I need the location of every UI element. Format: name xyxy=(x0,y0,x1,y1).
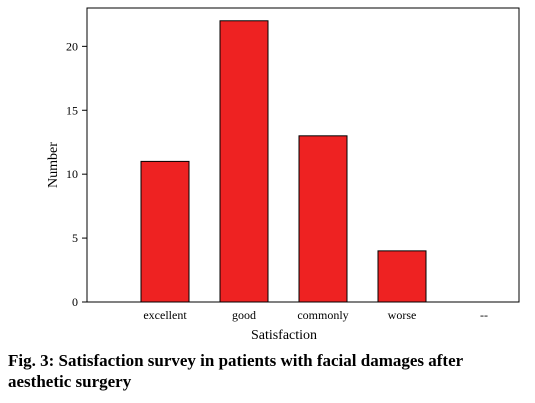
figure-caption: Fig. 3: Satisfaction survey in patients … xyxy=(8,351,463,391)
x-tick-label-good: good xyxy=(232,308,256,322)
y-tick-label-20: 20 xyxy=(66,39,78,53)
y-tick-label-0: 0 xyxy=(72,295,78,309)
bar-commonly xyxy=(298,135,348,303)
x-tick-label-excellent: excellent xyxy=(143,308,187,322)
y-tick-label-5: 5 xyxy=(72,231,78,245)
bar-excellent xyxy=(140,160,190,303)
bar-worse xyxy=(377,250,427,303)
x-tick-label-worse: worse xyxy=(388,308,417,322)
y-tick-label-15: 15 xyxy=(66,103,78,117)
bar-chart: 0 5 10 15 20 excellent good commonly worse -- Sa… xyxy=(46,7,520,343)
y-tick-label-10: 10 xyxy=(66,167,78,181)
x-tick-label-extra: -- xyxy=(480,308,488,322)
x-tick-label-commonly: commonly xyxy=(297,308,348,322)
x-axis-title: Satisfaction xyxy=(251,328,317,340)
y-axis-title: Number xyxy=(46,142,61,188)
bar-good xyxy=(219,20,269,303)
